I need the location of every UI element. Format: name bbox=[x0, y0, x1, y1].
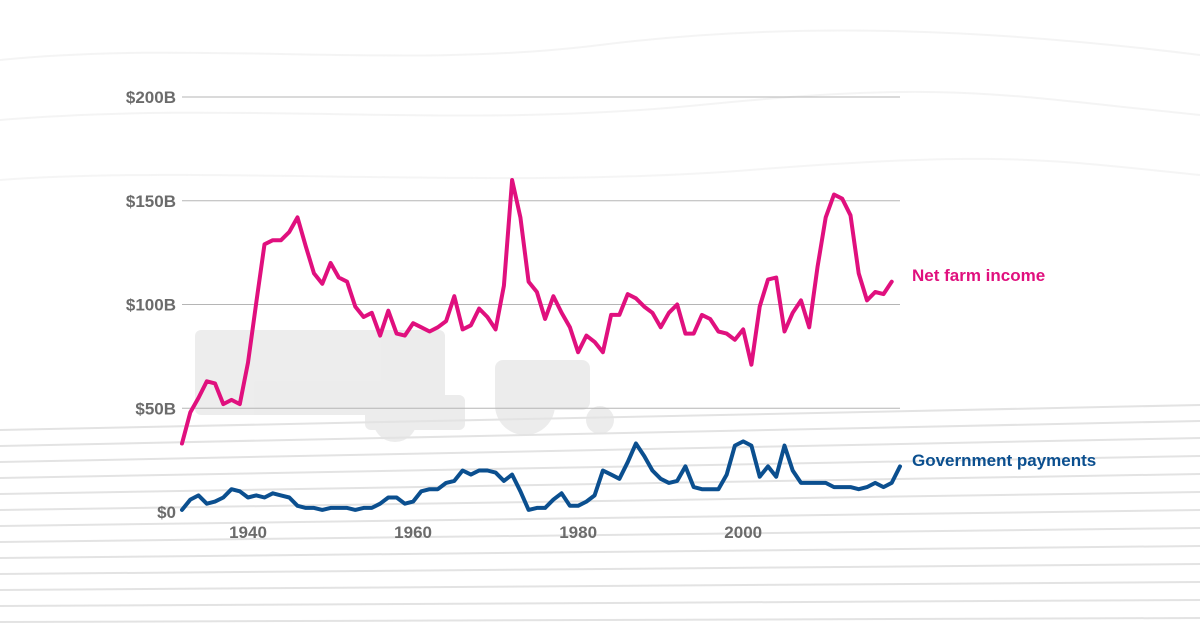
government-payments-label: Government payments bbox=[912, 451, 1096, 470]
y-tick-label: $50B bbox=[135, 399, 176, 418]
x-tick-label: 1960 bbox=[394, 523, 432, 542]
government-payments-line bbox=[180, 439, 902, 512]
y-axis-ticks: $0 $50B $100B $150B $200B bbox=[126, 88, 176, 522]
grid-lines bbox=[182, 96, 900, 409]
y-tick-label: $100B bbox=[126, 296, 176, 315]
tractor-silhouette bbox=[195, 330, 614, 442]
x-tick-label: 1980 bbox=[559, 523, 597, 542]
net-farm-income-line bbox=[180, 178, 894, 446]
y-tick-label: $0 bbox=[157, 503, 176, 522]
x-tick-label: 1940 bbox=[229, 523, 267, 542]
y-tick-label: $200B bbox=[126, 88, 176, 107]
x-tick-label: 2000 bbox=[724, 523, 762, 542]
y-tick-label: $150B bbox=[126, 192, 176, 211]
x-axis-ticks: 1940 1960 1980 2000 bbox=[229, 523, 762, 542]
series-lines bbox=[180, 178, 902, 512]
net-farm-income-label: Net farm income bbox=[912, 266, 1045, 285]
